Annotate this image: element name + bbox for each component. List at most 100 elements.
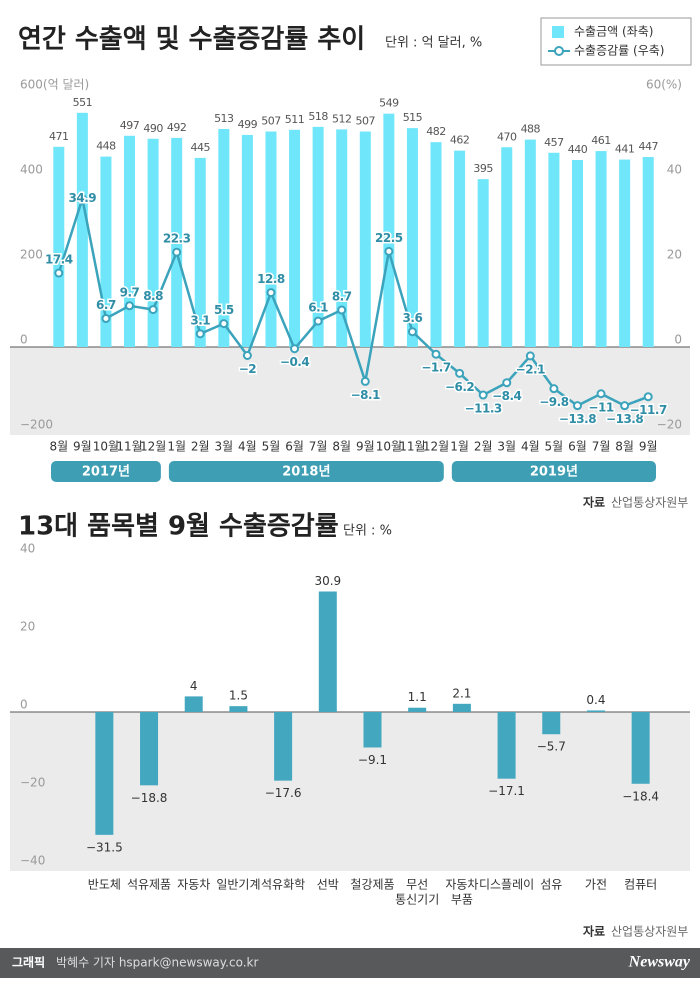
- rate-marker: [407, 327, 417, 337]
- x-tick-label: 3월: [497, 440, 516, 454]
- legend-swatch: [554, 46, 564, 56]
- rate-marker: [431, 349, 441, 359]
- data-label: 445: [191, 141, 211, 154]
- rate-marker: [313, 316, 323, 326]
- data-label: 30.9: [314, 574, 341, 588]
- bar: [265, 131, 277, 347]
- bar: [312, 126, 324, 347]
- rate-label: 12.8: [257, 272, 285, 286]
- data-label: 462: [450, 134, 470, 147]
- rate-marker: [54, 268, 64, 278]
- bar: [336, 129, 348, 347]
- x-tick-label: 섬유: [540, 878, 562, 892]
- rate-label: 5.5: [214, 303, 234, 317]
- data-label: −18.4: [622, 789, 659, 803]
- negative-area: [10, 712, 690, 871]
- y2-tick-label: 0: [674, 333, 682, 347]
- x-tick-label: 7월: [592, 440, 611, 454]
- data-label: 440: [568, 143, 588, 156]
- rate-marker: [266, 288, 276, 298]
- x-tick-label: 무선: [406, 878, 428, 892]
- x-tick-label: 7월: [309, 440, 328, 454]
- rate-marker: [242, 351, 252, 360]
- data-label: −9.1: [358, 753, 387, 767]
- bar: [497, 712, 516, 779]
- bar: [124, 135, 136, 347]
- rate-label: −8.4: [492, 389, 521, 403]
- rate-marker: [337, 305, 347, 315]
- bar: [218, 128, 230, 347]
- data-label: 1.5: [229, 689, 248, 703]
- x-tick-label: 9월: [356, 440, 375, 454]
- x-tick-label: 3월: [214, 440, 233, 454]
- data-label: −5.7: [537, 740, 566, 754]
- rate-label: 9.7: [120, 285, 140, 299]
- x-tick-label: 11월: [116, 440, 142, 454]
- rate-label: −9.8: [539, 395, 568, 409]
- bar: [95, 712, 114, 835]
- y-tick-label: 600(억 달러): [20, 78, 89, 92]
- y-tick-label: 400: [20, 163, 43, 177]
- chart: 40 20 0 −20 −40 반도체 석유제품 자동차 일반기계 석유화학 선박 철강제품 무선통신기…: [10, 542, 690, 907]
- x-tick-label: 5월: [262, 440, 281, 454]
- bar: [289, 129, 301, 347]
- bar: [642, 157, 654, 347]
- data-label: 448: [96, 140, 116, 153]
- y2-tick-label: 40: [667, 163, 682, 177]
- x-tick-label: 10월: [376, 440, 402, 454]
- rate-label: −11: [588, 400, 613, 414]
- rate-marker: [360, 376, 370, 386]
- data-label: 471: [49, 130, 69, 143]
- x-tick-label: 11월: [399, 440, 425, 454]
- x-tick-label: 8월: [49, 440, 68, 454]
- x-tick-label: 디스플레이: [479, 878, 534, 892]
- data-label: −17.6: [265, 786, 302, 800]
- x-tick-label: 부품: [451, 893, 473, 907]
- x-tick-label: 4월: [238, 440, 257, 454]
- year-band: [51, 461, 161, 482]
- rate-marker: [219, 319, 229, 329]
- data-label: 461: [591, 134, 611, 147]
- source: 산업통상자원부: [611, 496, 688, 510]
- data-label: 1.1: [408, 690, 427, 704]
- rate-label: −2: [239, 362, 257, 376]
- x-tick-label: 석유제품: [127, 878, 171, 892]
- data-label: 482: [426, 125, 446, 138]
- rate-label: 6.1: [308, 301, 328, 315]
- y2-tick-label: 20: [667, 248, 682, 262]
- bar: [383, 113, 395, 347]
- data-label: 441: [615, 143, 635, 156]
- x-tick-label: 10월: [93, 440, 119, 454]
- bar: [229, 706, 248, 712]
- legend-box: [540, 17, 692, 66]
- rate-label: −8.1: [351, 388, 380, 402]
- data-label: −31.5: [86, 840, 123, 854]
- bar: [194, 157, 206, 347]
- bar: [619, 159, 631, 347]
- x-tick-label: 8월: [615, 440, 634, 454]
- data-label: 551: [73, 96, 93, 109]
- data-label: 511: [285, 113, 305, 126]
- bar: [586, 710, 605, 712]
- legend-label: 수출증감률 (우축): [574, 44, 664, 58]
- x-tick-label: 12월: [423, 440, 449, 454]
- bar: [274, 712, 293, 781]
- data-label: 497: [120, 119, 140, 132]
- rate-marker: [620, 401, 630, 411]
- rate-label: 3.6: [403, 311, 423, 325]
- chart-subtitle: 단위 : 억 달러, %: [385, 36, 482, 51]
- y2-tick-label: −20: [657, 418, 682, 432]
- data-label: 513: [214, 112, 234, 125]
- data-label: 395: [473, 162, 493, 175]
- negative-area: [10, 347, 690, 435]
- data-label: 457: [544, 136, 564, 149]
- data-label: 2.1: [452, 686, 471, 700]
- year-label: 2017년: [82, 465, 130, 480]
- data-label: 0.4: [586, 693, 605, 707]
- data-label: 447: [638, 140, 658, 153]
- chart-subtitle: 단위 : %: [343, 524, 392, 539]
- rate-marker: [125, 301, 135, 311]
- x-tick-label: 자동차: [177, 878, 210, 892]
- bar: [477, 179, 489, 347]
